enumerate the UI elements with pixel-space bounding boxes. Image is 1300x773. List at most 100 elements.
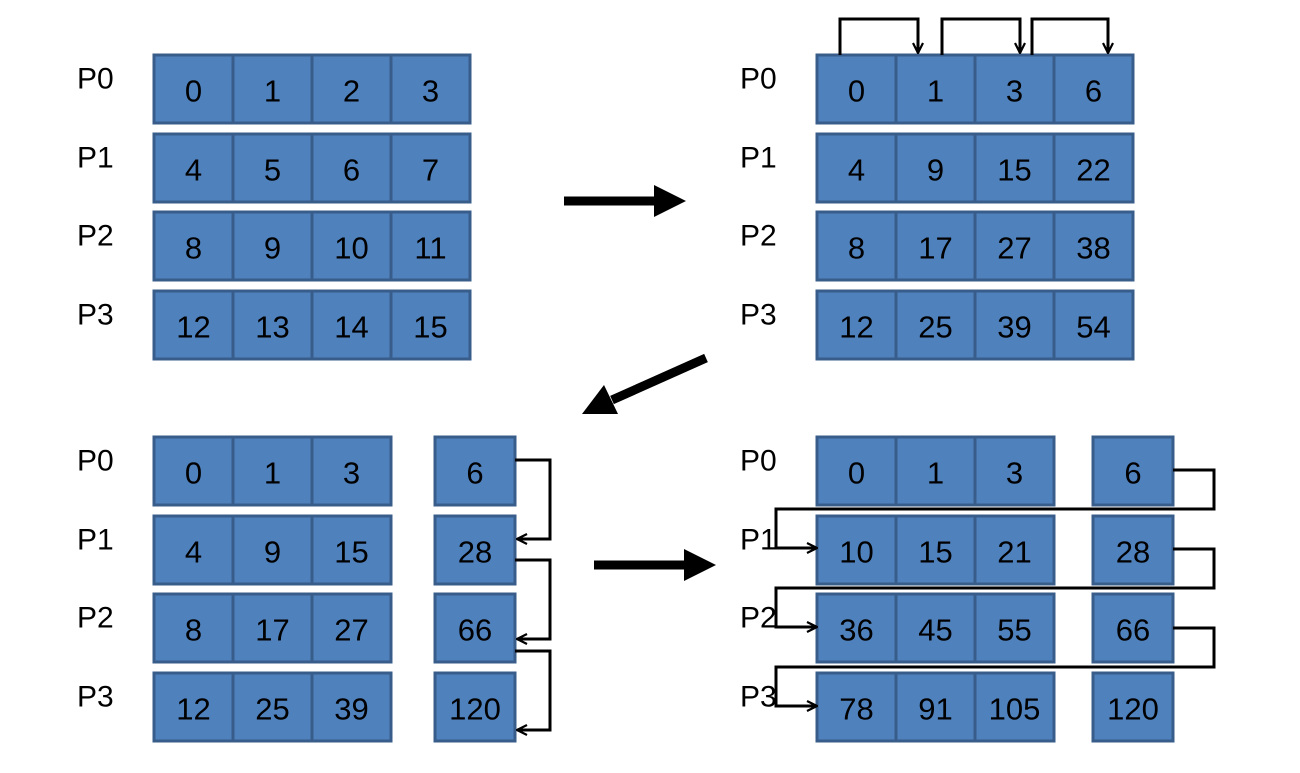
array-cell-value: 15 xyxy=(918,535,952,570)
array-cell-value: 55 xyxy=(997,613,1031,648)
array-cell-value: 7 xyxy=(422,153,439,188)
array-cell xyxy=(973,210,1056,282)
process-row: P0 0 1 2 3 xyxy=(77,53,472,125)
array-cell-value: 0 xyxy=(185,74,202,109)
totals-connector-p2-p3 xyxy=(515,649,552,730)
total-cell xyxy=(433,671,517,743)
process-label: P1 xyxy=(740,142,777,175)
array-cell xyxy=(389,53,472,125)
process-label: P3 xyxy=(77,299,114,332)
total-cell xyxy=(1091,435,1175,507)
array-cell-value: 9 xyxy=(264,535,281,570)
array-cell-value: 10 xyxy=(334,231,368,266)
array-cell-value: 4 xyxy=(185,153,202,188)
process-row: P0 0 1 3 6 xyxy=(77,435,517,507)
array-cell xyxy=(152,514,235,586)
array-cell-value: 3 xyxy=(343,456,360,491)
array-cell-value: 25 xyxy=(255,692,289,727)
array-cell-value: 21 xyxy=(997,535,1031,570)
total-cell-value: 66 xyxy=(458,613,492,648)
process-label: P2 xyxy=(77,602,114,635)
array-cell-value: 36 xyxy=(839,613,873,648)
array-cell-value: 38 xyxy=(1076,231,1110,266)
array-cell-value: 22 xyxy=(1076,153,1110,188)
array-cell-value: 9 xyxy=(264,231,281,266)
array-cell xyxy=(894,514,977,586)
local-scan-connectors xyxy=(838,17,1108,55)
array-cell-value: 14 xyxy=(334,310,368,345)
array-cell-value: 8 xyxy=(185,613,202,648)
array-cell-value: 15 xyxy=(334,535,368,570)
process-row: P2 8 17 27 38 xyxy=(740,210,1135,282)
array-cell-value: 13 xyxy=(255,310,289,345)
process-label: P1 xyxy=(740,524,777,557)
array-cell-value: 15 xyxy=(997,153,1031,188)
process-row: P0 0 1 3 6 xyxy=(740,53,1135,125)
array-cell xyxy=(152,53,235,125)
array-cell-value: 0 xyxy=(848,74,865,109)
total-cell xyxy=(1091,671,1175,743)
array-cell-value: 1 xyxy=(264,456,281,491)
array-cell xyxy=(894,210,977,282)
process-row: P1 4 9 15 22 xyxy=(740,132,1135,204)
array-cell xyxy=(152,592,235,664)
process-row: P0 0 1 3 6 xyxy=(740,435,1175,507)
total-cell-value: 28 xyxy=(1116,535,1150,570)
total-cell xyxy=(1091,592,1175,664)
array-cell-value: 15 xyxy=(413,310,447,345)
array-cell xyxy=(389,289,472,361)
array-cell xyxy=(389,210,472,282)
step-arrow-3 xyxy=(594,549,716,581)
process-label: P3 xyxy=(77,681,114,714)
array-cell xyxy=(310,671,393,743)
array-cell-value: 1 xyxy=(927,74,944,109)
step-arrow-2 xyxy=(582,353,708,414)
array-cell-value: 54 xyxy=(1076,310,1110,345)
process-row: P3 12 13 14 15 xyxy=(77,289,472,361)
array-cell-value: 25 xyxy=(918,310,952,345)
process-row: P3 78 91 105 120 xyxy=(740,671,1175,743)
array-cell xyxy=(1052,289,1135,361)
array-cell xyxy=(310,289,393,361)
array-cell xyxy=(310,132,393,204)
process-row: P2 8 9 10 11 xyxy=(77,210,472,282)
array-cell xyxy=(310,592,393,664)
array-cell xyxy=(973,289,1056,361)
array-cell-value: 1 xyxy=(264,74,281,109)
process-row: P1 10 15 21 28 xyxy=(740,514,1175,586)
process-label: P1 xyxy=(77,142,114,175)
array-cell xyxy=(231,289,314,361)
array-cell xyxy=(973,671,1056,743)
total-cell xyxy=(1091,514,1175,586)
array-cell xyxy=(310,435,393,507)
array-cell-value: 17 xyxy=(918,231,952,266)
array-cell xyxy=(231,592,314,664)
array-cell-value: 0 xyxy=(848,456,865,491)
array-cell xyxy=(152,435,235,507)
process-label: P2 xyxy=(77,220,114,253)
array-cell xyxy=(231,132,314,204)
array-cell-value: 4 xyxy=(185,535,202,570)
array-cell-value: 45 xyxy=(918,613,952,648)
totals-scan-connectors xyxy=(515,458,552,730)
array-cell xyxy=(973,592,1056,664)
total-cell xyxy=(433,592,517,664)
total-cell xyxy=(433,514,517,586)
process-label: P2 xyxy=(740,602,777,635)
scan-connector-0-1 xyxy=(838,17,918,55)
total-cell-value: 28 xyxy=(458,535,492,570)
array-cell xyxy=(815,210,898,282)
process-row: P3 12 25 39 120 xyxy=(77,671,517,743)
array-cell-value: 78 xyxy=(839,692,873,727)
step-arrow-1 xyxy=(564,185,686,217)
array-cell xyxy=(1052,210,1135,282)
process-label: P0 xyxy=(77,63,114,96)
process-label: P0 xyxy=(740,63,777,96)
array-cell xyxy=(815,289,898,361)
array-cell xyxy=(1052,132,1135,204)
array-cell xyxy=(231,435,314,507)
process-row: P3 12 25 39 54 xyxy=(740,289,1135,361)
array-cell-value: 105 xyxy=(989,692,1041,727)
total-cell-value: 6 xyxy=(466,456,483,491)
